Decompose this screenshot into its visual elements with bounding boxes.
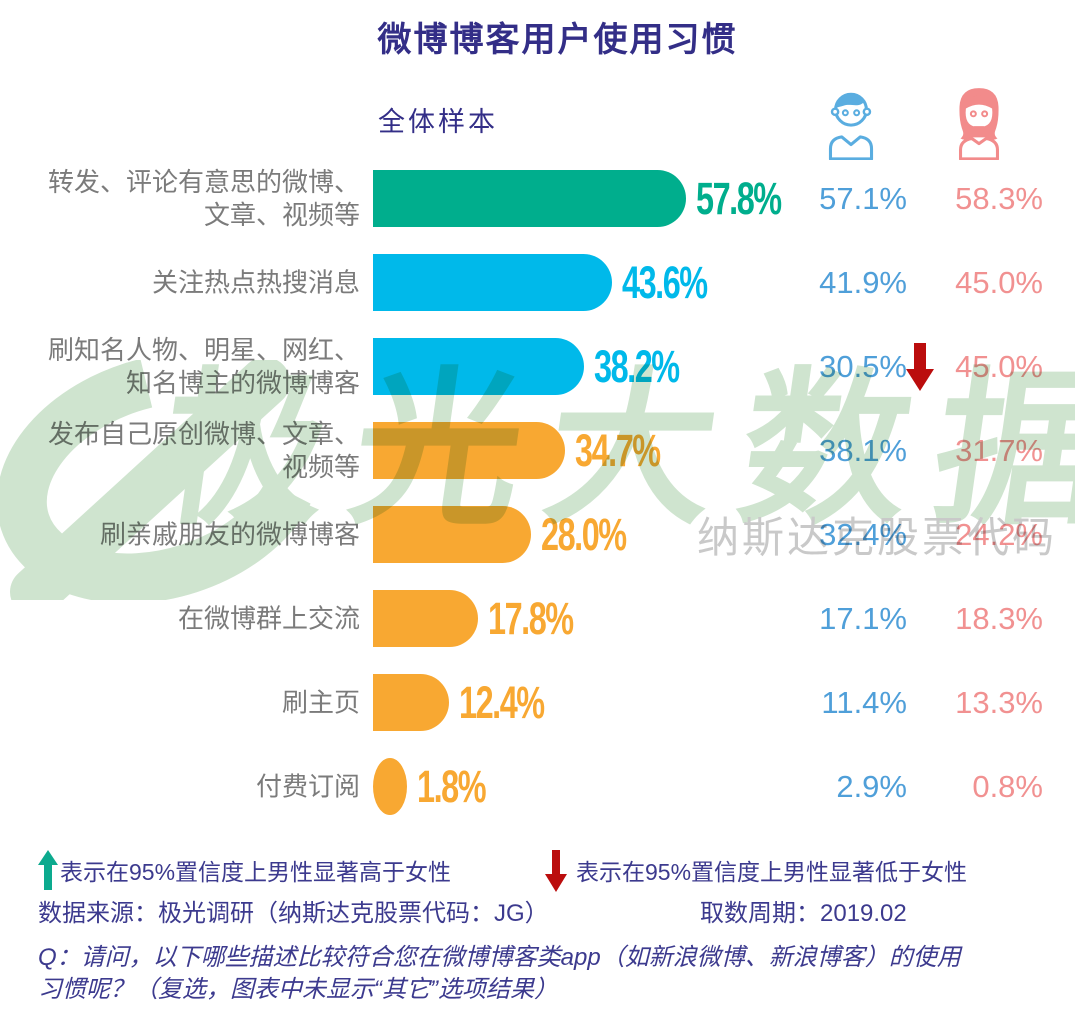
category-label: 转发、评论有意思的微博、 文章、视频等 — [47, 166, 360, 230]
female-percentage: 18.3% — [955, 600, 1043, 636]
bar-value-label: 34.7% — [575, 424, 661, 476]
male-percentage: 38.1% — [819, 432, 907, 468]
chart-row: 转发、评论有意思的微博、 文章、视频等 57.8% 57.1% 58.3% — [0, 167, 1075, 230]
bar[interactable] — [373, 590, 478, 647]
legend-up-text: 表示在95%置信度上男性显著高于女性 — [60, 859, 452, 885]
bar-value-label: 12.4% — [459, 676, 545, 728]
legend-down-text: 表示在95%置信度上男性显著低于女性 — [576, 859, 968, 885]
category-label: 刷亲戚朋友的微博博客 — [99, 519, 360, 549]
female-percentage: 31.7% — [955, 432, 1043, 468]
bar[interactable] — [373, 422, 566, 479]
category-label: 刷主页 — [281, 687, 360, 717]
male-percentage: 11.4% — [821, 684, 907, 720]
male-percentage: 30.5% — [819, 348, 907, 384]
question-text-line1: Q：请问，以下哪些描述比较符合您在微博博客类app（如新浪微博、新浪博客）的使用 — [38, 944, 961, 971]
chart-row: 关注热点热搜消息 43.6% 41.9% 45.0% — [0, 254, 1075, 311]
female-percentage: 13.3% — [955, 684, 1043, 720]
female-icon — [958, 88, 1000, 160]
bar[interactable] — [373, 254, 612, 311]
bar-value-label: 38.2% — [593, 340, 680, 392]
bar[interactable] — [373, 338, 584, 395]
bar-value-label: 43.6% — [621, 256, 708, 308]
male-percentage: 41.9% — [819, 264, 907, 300]
bar[interactable] — [373, 170, 686, 227]
category-label: 关注热点热搜消息 — [151, 267, 360, 297]
bar-value-label: 28.0% — [540, 508, 627, 560]
question-text-line2: 习惯呢？（复选，图表中未显示“其它”选项结果） — [38, 976, 558, 1003]
chart-row: 刷亲戚朋友的微博博客 28.0% 32.4% 24.2% — [0, 506, 1075, 563]
male-percentage: 2.9% — [836, 768, 907, 804]
category-label: 刷知名人物、明星、网红、 知名博主的微博博客 — [47, 334, 360, 398]
male-percentage: 17.1% — [819, 600, 907, 636]
legend-up-arrow-icon — [38, 850, 58, 890]
bar[interactable] — [373, 674, 450, 731]
sample-subtitle: 全体样本 — [378, 107, 498, 137]
male-percentage: 57.1% — [819, 180, 907, 216]
data-source-text: 数据来源：极光调研（纳斯达克股票代码：JG） — [38, 900, 549, 927]
data-period-text: 取数周期：2019.02 — [700, 900, 907, 927]
chart-row: 发布自己原创微博、文章、 视频等 34.7% 38.1% 31.7% — [0, 419, 1075, 482]
male-percentage: 32.4% — [819, 516, 907, 552]
female-percentage: 24.2% — [955, 516, 1043, 552]
significance-down-arrow-icon — [906, 343, 934, 391]
female-percentage: 0.8% — [972, 768, 1043, 804]
female-percentage: 58.3% — [955, 180, 1043, 216]
chart-row: 付费订阅 1.8% 2.9% 0.8% — [0, 758, 1075, 815]
bar[interactable] — [373, 758, 407, 815]
chart-row: 刷主页 12.4% 11.4% 13.3% — [0, 674, 1075, 731]
category-label: 发布自己原创微博、文章、 视频等 — [47, 418, 360, 482]
page-title: 微博博客用户使用习惯 — [377, 21, 738, 59]
bar[interactable] — [373, 506, 531, 563]
bar-value-label: 57.8% — [695, 172, 782, 224]
chart-row: 刷知名人物、明星、网红、 知名博主的微博博客 38.2% 30.5% 45.0% — [0, 335, 1075, 398]
bar-value-label: 17.8% — [487, 592, 574, 644]
legend-down-arrow-icon — [545, 850, 567, 892]
category-label: 在微博群上交流 — [177, 603, 360, 633]
female-percentage: 45.0% — [955, 264, 1043, 300]
chart-row: 在微博群上交流 17.8% 17.1% 18.3% — [0, 590, 1075, 647]
category-label: 付费订阅 — [255, 771, 360, 801]
female-percentage: 45.0% — [955, 348, 1043, 384]
male-icon — [828, 92, 874, 160]
bar-value-label: 1.8% — [417, 760, 487, 812]
